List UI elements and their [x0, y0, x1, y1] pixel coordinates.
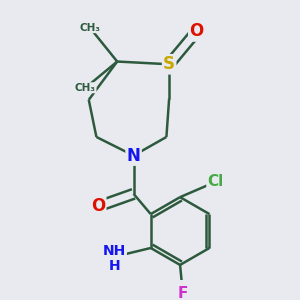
Text: O: O: [91, 197, 105, 215]
Text: H: H: [109, 259, 120, 273]
Text: CH₃: CH₃: [80, 22, 100, 33]
Text: Cl: Cl: [208, 174, 224, 189]
Text: NH: NH: [103, 244, 126, 258]
Text: F: F: [178, 286, 188, 300]
Text: S: S: [163, 55, 175, 73]
Text: O: O: [189, 22, 204, 40]
Text: CH₃: CH₃: [75, 83, 96, 93]
Text: N: N: [127, 147, 140, 165]
